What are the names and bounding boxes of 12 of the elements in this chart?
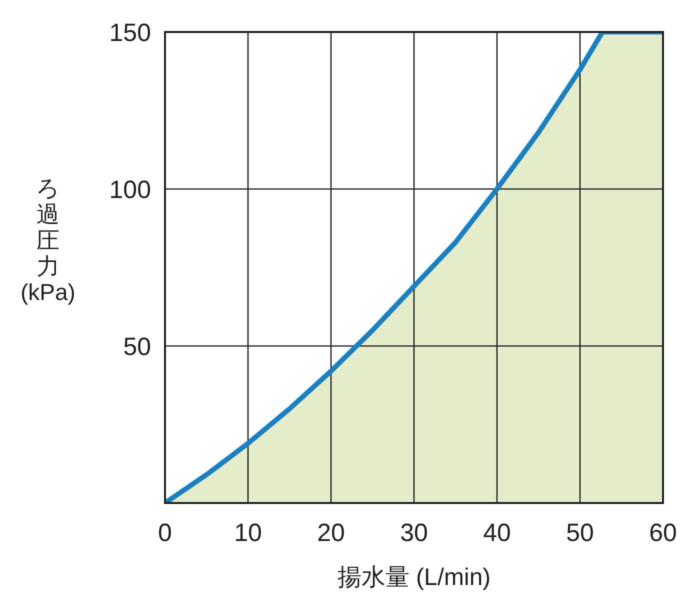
x-tick-label: 60 bbox=[649, 519, 677, 547]
y-tick-label: 50 bbox=[123, 333, 151, 361]
y-tick-label: 100 bbox=[109, 176, 151, 204]
y-axis-title: ろ過圧力(kPa) bbox=[20, 175, 76, 305]
x-tick-label: 30 bbox=[400, 519, 428, 547]
x-tick-label: 10 bbox=[234, 519, 262, 547]
x-axis-title: 揚水量 (L/min) bbox=[337, 564, 491, 591]
x-tick-label: 0 bbox=[158, 519, 172, 547]
x-tick-label: 40 bbox=[483, 519, 511, 547]
x-tick-label: 50 bbox=[566, 519, 594, 547]
y-tick-label: 150 bbox=[109, 19, 151, 47]
x-tick-label: 20 bbox=[317, 519, 345, 547]
